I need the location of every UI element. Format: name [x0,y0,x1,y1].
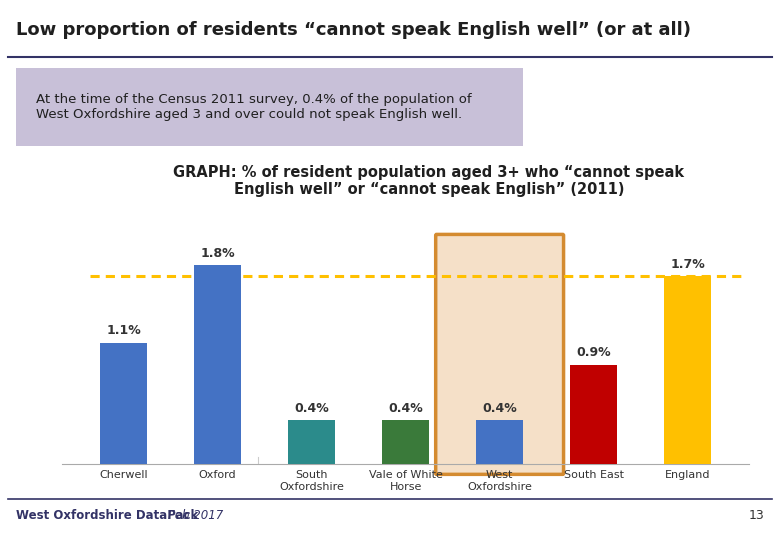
FancyBboxPatch shape [16,68,523,146]
FancyBboxPatch shape [436,234,564,474]
Text: 0.9%: 0.9% [576,346,611,359]
Text: At the time of the Census 2011 survey, 0.4% of the population of
West Oxfordshir: At the time of the Census 2011 survey, 0… [36,93,471,120]
Bar [665,276,711,464]
Text: 0.4%: 0.4% [294,402,329,415]
Text: 13: 13 [749,509,764,522]
Text: Feb 2017: Feb 2017 [168,509,223,522]
Bar [382,420,429,464]
Text: GRAPH: % of resident population aged 3+ who “cannot speak
English well” or “cann: GRAPH: % of resident population aged 3+ … [173,165,685,197]
Text: 1.8%: 1.8% [200,247,235,260]
Bar [100,343,147,464]
Text: West Oxfordshire DataPack: West Oxfordshire DataPack [16,509,198,522]
Bar [288,420,335,464]
Bar [194,265,241,464]
Bar [570,365,617,464]
Bar [476,420,523,464]
Text: 0.4%: 0.4% [388,402,423,415]
Text: Low proportion of residents “cannot speak English well” (or at all): Low proportion of residents “cannot spea… [16,21,690,39]
Text: 1.7%: 1.7% [670,258,705,271]
Text: 0.4%: 0.4% [482,402,517,415]
Text: 1.1%: 1.1% [106,324,141,338]
